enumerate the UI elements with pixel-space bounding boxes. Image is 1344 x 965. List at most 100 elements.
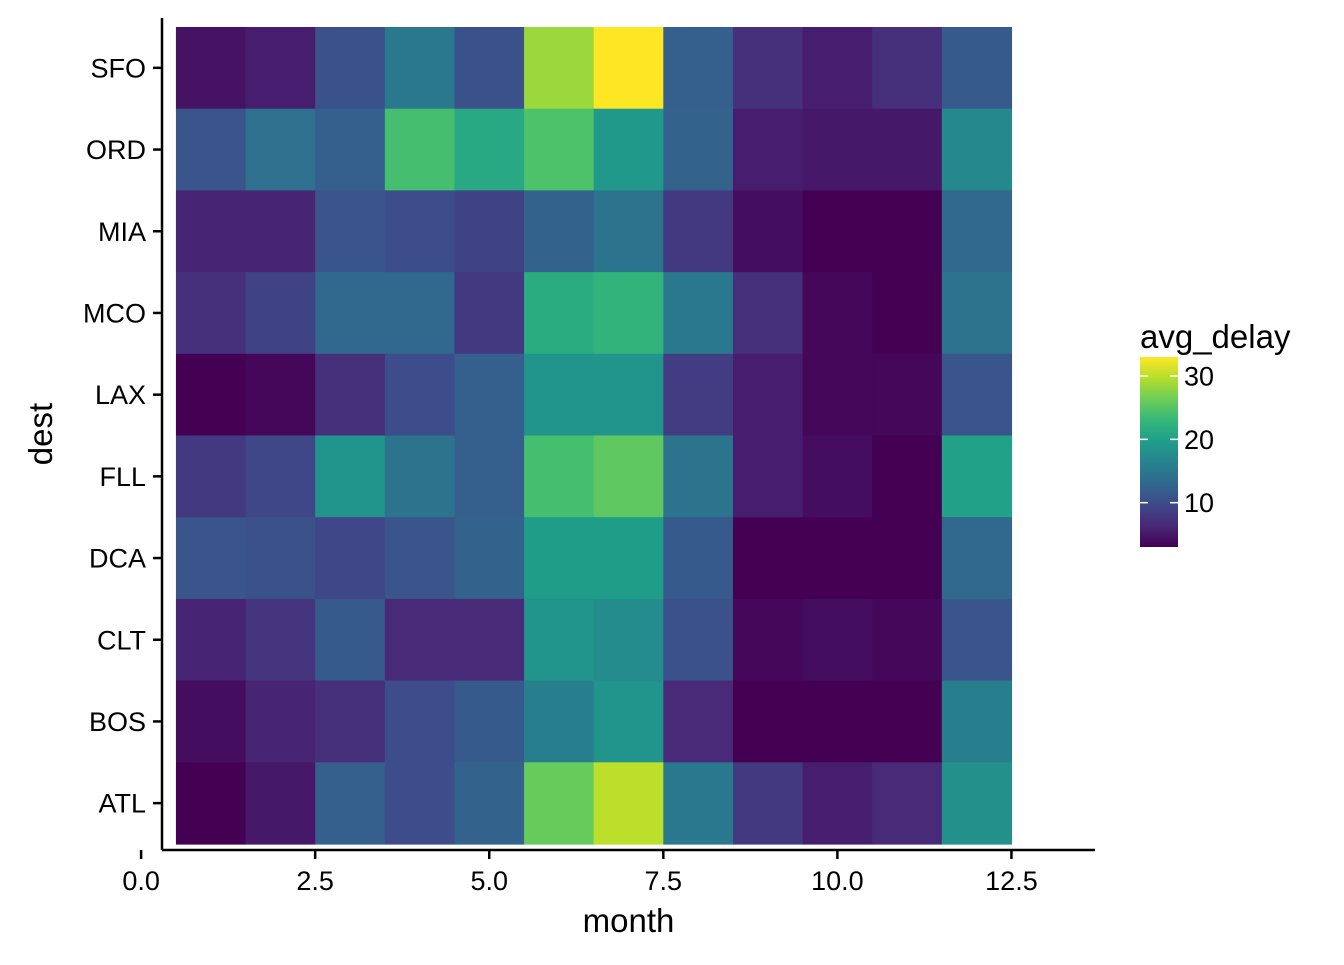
heatmap-cell-ord-3 — [315, 108, 386, 191]
heatmap-cell-dca-3 — [315, 517, 386, 600]
heatmap-cell-mco-12 — [941, 272, 1013, 355]
heatmap-cell-mia-1 — [175, 190, 247, 273]
y-tick-label-lax: LAX — [95, 380, 146, 410]
heatmap-cell-sfo-9 — [732, 27, 804, 110]
heatmap-cell-clt-6 — [524, 598, 595, 682]
heatmap-cell-mco-6 — [524, 272, 595, 355]
heatmap-cell-lax-9 — [732, 353, 804, 437]
heatmap-cell-dca-1 — [175, 517, 247, 600]
colorbar — [1140, 357, 1178, 547]
y-tick-label-dca: DCA — [89, 544, 146, 574]
heatmap-cell-atl-11 — [872, 762, 943, 845]
heatmap-cell-bos-10 — [802, 680, 873, 763]
heatmap-cell-bos-5 — [454, 680, 525, 763]
heatmap-cell-mco-3 — [315, 272, 386, 355]
heatmap-cell-ord-7 — [593, 108, 664, 191]
heatmap-cell-mia-3 — [315, 190, 386, 273]
y-tick-label-bos: BOS — [89, 707, 146, 737]
y-tick-label-sfo: SFO — [90, 53, 146, 83]
heatmap-cell-mco-1 — [175, 272, 247, 355]
heatmap-cell-clt-3 — [315, 598, 386, 682]
heatmap-cell-clt-4 — [384, 598, 456, 682]
heatmap-cell-ord-11 — [872, 108, 943, 191]
y-axis-title: dest — [22, 403, 59, 465]
heatmap-cell-atl-2 — [245, 762, 316, 845]
heatmap-cell-fll-8 — [663, 435, 734, 518]
heatmap-cell-ord-2 — [245, 108, 316, 191]
x-tick-label-3: 7.5 — [645, 866, 683, 896]
heatmap-cell-fll-9 — [732, 435, 804, 518]
heatmap-cell-atl-5 — [454, 762, 525, 845]
heatmap-cell-mco-4 — [384, 272, 456, 355]
heatmap-cell-dca-2 — [245, 517, 316, 600]
heatmap-cell-fll-3 — [315, 435, 386, 518]
heatmap-cell-mco-7 — [593, 272, 664, 355]
heatmap-cell-bos-3 — [315, 680, 386, 763]
heatmap-cell-mia-7 — [593, 190, 664, 273]
heatmap-cell-bos-12 — [941, 680, 1013, 763]
heatmap-cell-atl-6 — [524, 762, 595, 845]
heatmap-cell-fll-12 — [941, 435, 1013, 518]
heatmap-cell-sfo-5 — [454, 27, 525, 110]
heatmap-cell-mia-8 — [663, 190, 734, 273]
heatmap-cell-ord-4 — [384, 108, 456, 191]
heatmap-cell-mia-9 — [732, 190, 804, 273]
y-tick-label-ord: ORD — [86, 135, 146, 165]
heatmap-cell-fll-2 — [245, 435, 316, 518]
heatmap-cell-bos-11 — [872, 680, 943, 763]
heatmap-cell-ord-12 — [941, 108, 1013, 191]
x-tick-label-5: 12.5 — [985, 866, 1038, 896]
heatmap-cell-dca-4 — [384, 517, 456, 600]
heatmap-cell-clt-1 — [175, 598, 247, 682]
heatmap-cell-mco-2 — [245, 272, 316, 355]
heatmap-cell-clt-7 — [593, 598, 664, 682]
heatmap-cell-fll-4 — [384, 435, 456, 518]
heatmap-cell-lax-2 — [245, 353, 316, 437]
heatmap-cell-lax-8 — [663, 353, 734, 437]
heatmap-cell-mco-11 — [872, 272, 943, 355]
heatmap-cell-bos-2 — [245, 680, 316, 763]
heatmap-cell-dca-11 — [872, 517, 943, 600]
heatmap-cell-ord-6 — [524, 108, 595, 191]
heatmap-cell-lax-7 — [593, 353, 664, 437]
x-tick-label-0: 0.0 — [122, 866, 160, 896]
heatmap-cell-dca-7 — [593, 517, 664, 600]
heatmap-cell-sfo-3 — [315, 27, 386, 110]
heatmap-cell-fll-10 — [802, 435, 873, 518]
heatmap-cell-mco-8 — [663, 272, 734, 355]
heatmap-cell-fll-6 — [524, 435, 595, 518]
heatmap-cell-lax-11 — [872, 353, 943, 437]
heatmap-cell-clt-10 — [802, 598, 873, 682]
heatmap-cell-sfo-1 — [175, 27, 247, 110]
heatmap-cell-sfo-2 — [245, 27, 316, 110]
heatmap-cell-atl-3 — [315, 762, 386, 845]
heatmap-cell-bos-1 — [175, 680, 247, 763]
y-tick-label-mco: MCO — [83, 298, 146, 328]
heatmap-cell-clt-2 — [245, 598, 316, 682]
legend-label-0: 10 — [1184, 488, 1214, 518]
heatmap-cell-ord-5 — [454, 108, 525, 191]
y-tick-label-atl: ATL — [98, 789, 146, 819]
heatmap-cell-lax-5 — [454, 353, 525, 437]
x-tick-label-2: 5.0 — [470, 866, 508, 896]
heatmap-cell-mia-12 — [941, 190, 1013, 273]
heatmap-cell-atl-10 — [802, 762, 873, 845]
heatmap-cell-ord-10 — [802, 108, 873, 191]
heatmap-cell-dca-9 — [732, 517, 804, 600]
heatmap-cell-clt-5 — [454, 598, 525, 682]
heatmap-cell-atl-8 — [663, 762, 734, 845]
heatmap-cell-atl-1 — [175, 762, 247, 845]
legend-title: avg_delay — [1140, 318, 1291, 355]
colorbar-legend: avg_delay 10 20 30 — [1140, 318, 1291, 547]
heatmap-cell-bos-7 — [593, 680, 664, 763]
heatmap-cell-dca-12 — [941, 517, 1013, 600]
x-tick-label-4: 10.0 — [811, 866, 864, 896]
heatmap-cell-lax-10 — [802, 353, 873, 437]
heatmap-cell-ord-8 — [663, 108, 734, 191]
heatmap-cell-fll-11 — [872, 435, 943, 518]
heatmap-cell-lax-1 — [175, 353, 247, 437]
legend-label-1: 20 — [1184, 425, 1214, 455]
heatmap-cell-clt-12 — [941, 598, 1013, 682]
